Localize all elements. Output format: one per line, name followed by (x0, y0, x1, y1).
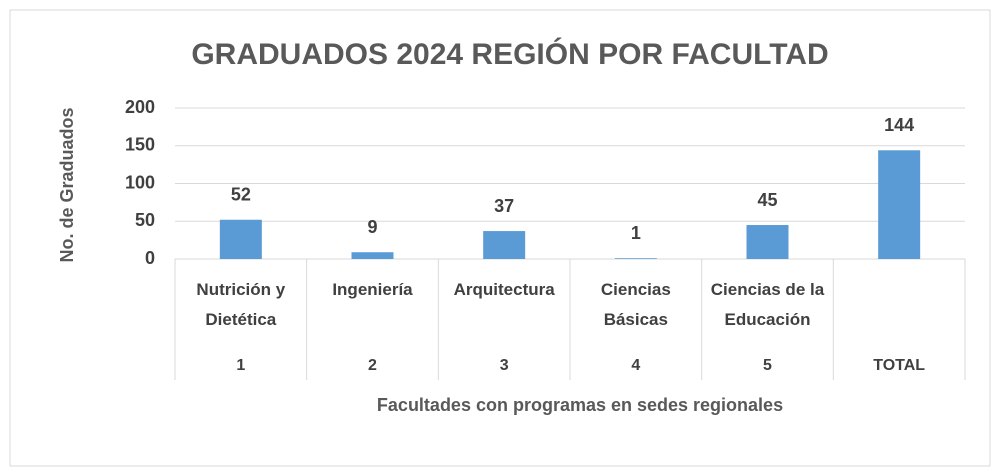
x-axis-label: Facultades con programas en sedes region… (377, 395, 783, 415)
data-label: 52 (231, 184, 251, 204)
x-subcategory-label: 3 (499, 357, 509, 374)
x-subcategory-label: 4 (631, 357, 641, 374)
y-tick-label: 50 (135, 210, 155, 230)
data-label: 45 (757, 190, 777, 210)
x-subcategory-label: 5 (763, 357, 772, 374)
x-tick-label: Nutrición y Dietética (196, 280, 286, 329)
x-subcategory-label: 2 (368, 357, 377, 374)
x-tick-label: Arquitectura (453, 280, 555, 299)
x-tick-label: Ciencias Básicas (600, 280, 671, 329)
x-tick-label: Ingeniería (332, 280, 413, 299)
chart-title: GRADUADOS 2024 REGIÓN POR FACULTAD (191, 37, 828, 71)
bar (351, 252, 394, 259)
bar (746, 225, 789, 259)
x-subcategory-label: 1 (236, 357, 246, 374)
data-label: 1 (631, 223, 641, 243)
bar (878, 150, 921, 259)
x-subcategory-label: TOTAL (873, 357, 926, 374)
bar (219, 219, 262, 259)
bar (483, 231, 526, 259)
data-label: 144 (884, 115, 914, 135)
y-axis-label: No. de Graduados (57, 107, 77, 262)
bar (614, 258, 657, 259)
y-tick-label: 200 (125, 97, 155, 117)
y-tick-label: 0 (145, 248, 155, 268)
y-tick-label: 100 (125, 172, 155, 192)
data-label: 37 (494, 196, 514, 216)
x-tick-label: Ciencias de la Educación (710, 280, 825, 329)
data-label: 9 (367, 217, 377, 237)
y-tick-label: 150 (125, 135, 155, 155)
